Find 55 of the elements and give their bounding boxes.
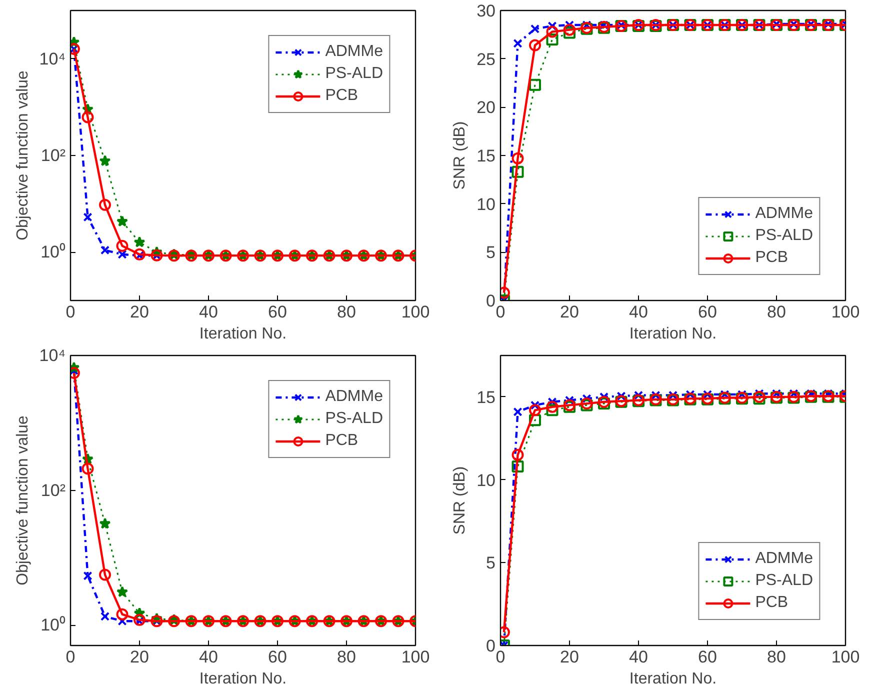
x-tick-label: 100 xyxy=(831,302,860,322)
x-tick-label: 80 xyxy=(337,302,356,322)
legend-label: PS-ALD xyxy=(325,410,383,428)
x-axis-title: Iteration No. xyxy=(629,670,717,688)
legend-label: PS-ALD xyxy=(325,65,383,83)
y-axis-title: SNR (dB) xyxy=(452,466,469,535)
y-tick-label: 10⁰ xyxy=(40,242,66,262)
legend-label: PCB xyxy=(325,432,358,450)
x-axis-title: Iteration No. xyxy=(199,326,287,342)
x-tick-label: 20 xyxy=(560,648,579,666)
x-tick-label: 40 xyxy=(629,648,648,666)
y-tick-label: 25 xyxy=(476,50,496,69)
x-tick-label: 100 xyxy=(401,302,430,322)
x-tick-label: 40 xyxy=(629,302,648,322)
legend-label: PCB xyxy=(325,87,358,105)
legend-label: ADMMe xyxy=(325,43,383,61)
x-tick-label: 60 xyxy=(268,302,287,322)
x-tick-label: 100 xyxy=(831,648,860,666)
legend-label: PS-ALD xyxy=(755,227,813,245)
y-tick-label: 10 xyxy=(476,470,496,490)
y-tick-label: 20 xyxy=(476,98,496,118)
y-tick-label: 5 xyxy=(486,243,496,262)
y-tick-label: 30 xyxy=(476,2,496,20)
x-tick-label: 80 xyxy=(337,648,356,666)
legend-label: PCB xyxy=(755,249,788,267)
x-tick-label: 20 xyxy=(130,648,149,666)
y-axis-title: SNR (dB) xyxy=(452,121,469,190)
x-tick-label: 80 xyxy=(767,302,786,322)
y-tick-label: 15 xyxy=(476,146,496,166)
y-tick-label: 10² xyxy=(40,480,66,500)
x-tick-label: 20 xyxy=(130,302,149,322)
y-axis-title: Objective function value xyxy=(14,415,32,586)
legend-label: ADMMe xyxy=(325,388,383,406)
y-tick-label: 10 xyxy=(476,194,496,214)
y-axis-title: Objective function value xyxy=(14,70,32,240)
x-tick-label: 60 xyxy=(698,302,717,322)
y-tick-label: 10² xyxy=(40,146,66,165)
x-tick-label: 20 xyxy=(560,302,579,322)
y-tick-label: 10⁴ xyxy=(39,49,66,68)
y-tick-label: 15 xyxy=(476,388,496,407)
x-tick-label: 40 xyxy=(199,648,218,666)
legend-label: PS-ALD xyxy=(755,572,813,590)
y-tick-label: 5 xyxy=(486,554,496,573)
legend-label: ADMMe xyxy=(755,205,813,223)
legend-label: ADMMe xyxy=(755,550,813,568)
x-tick-label: 80 xyxy=(767,648,786,666)
x-axis-title: Iteration No. xyxy=(629,326,717,342)
y-tick-label: 10⁰ xyxy=(40,616,66,635)
y-tick-label: 10⁴ xyxy=(39,346,66,365)
x-tick-label: 40 xyxy=(199,302,218,322)
legend-label: PCB xyxy=(755,594,788,612)
x-tick-label: 60 xyxy=(698,648,717,666)
x-tick-label: 60 xyxy=(268,648,287,666)
x-tick-label: 100 xyxy=(401,648,430,666)
x-axis-title: Iteration No. xyxy=(199,670,287,688)
